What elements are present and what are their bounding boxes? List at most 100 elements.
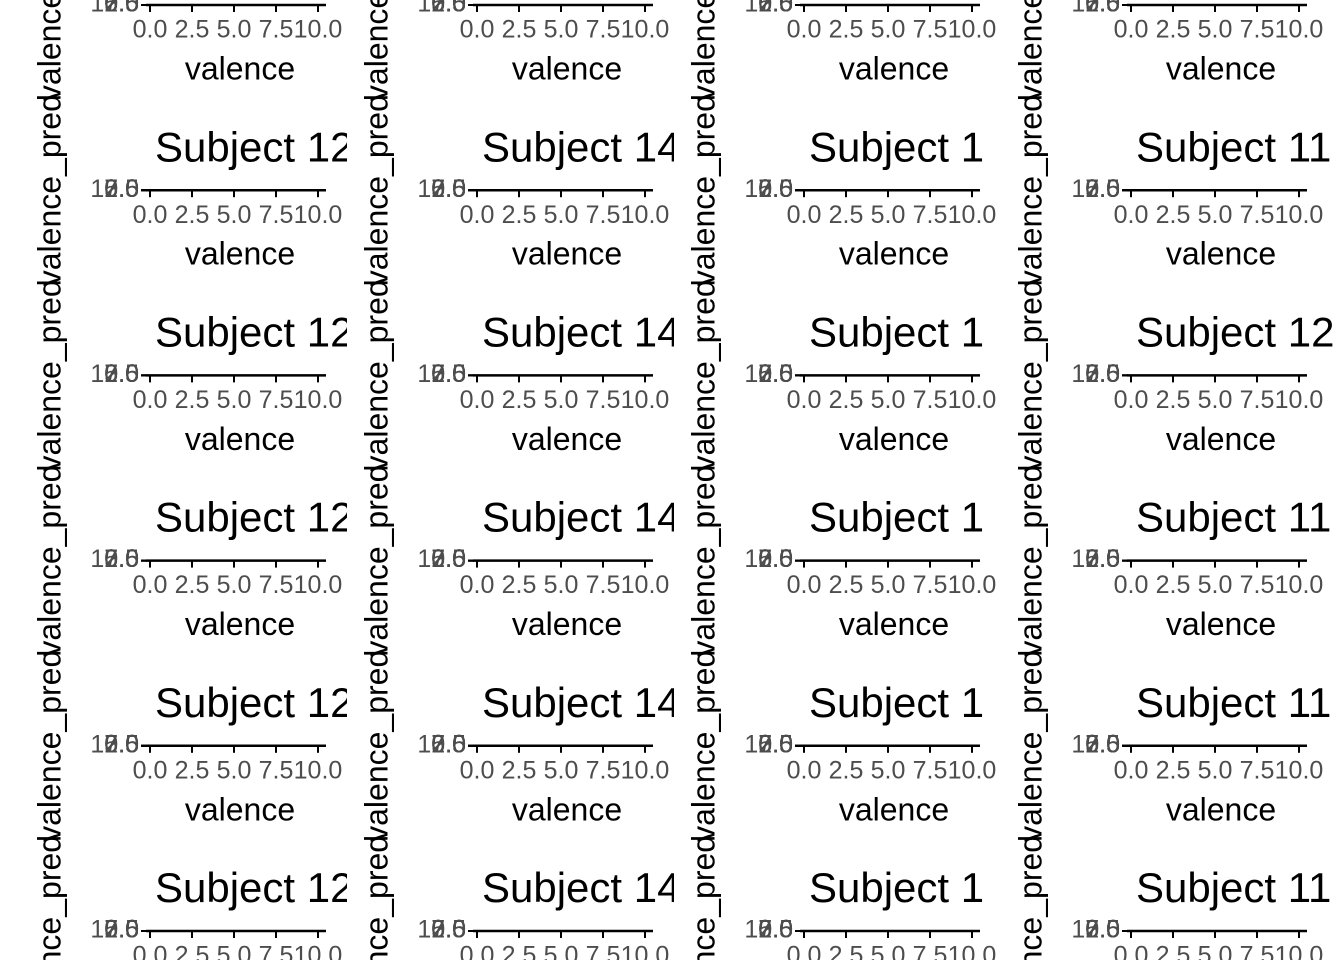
x-tick-label: 7.5 [1240,571,1275,599]
x-tick-label: 2.5 [502,942,537,960]
x-tick-label: 2.5 [829,201,864,229]
x-tick-label: 7.5 [586,201,621,229]
y-tick-label: 5.0 [104,730,139,758]
y-tick-label: 7.5 [1085,545,1120,573]
y-tick-label: 7.5 [1085,360,1120,388]
y-axis-label: valence_pred [31,94,67,286]
x-tick-label: 7.5 [913,942,948,960]
x-tick-label: 5.0 [1198,201,1233,229]
y-tick-label: 5.0 [1085,545,1120,573]
y-axis-label: valence_pred [358,0,394,101]
x-axis-label: valence [1166,236,1276,272]
y-tick-label: 7.5 [104,916,139,944]
y-tick-label: 2.5 [104,916,139,944]
x-tick-label: 0.0 [460,942,495,960]
y-tick-label: 7.5 [431,730,466,758]
y-tick-label: 5.0 [431,730,466,758]
panel-title: Subject 12 [1136,308,1334,355]
y-tick-label: 0.0 [104,916,139,944]
y-tick-label: 0.0 [431,730,466,758]
y-tick-label: 5.0 [1085,730,1120,758]
x-tick-label: 0.0 [787,942,822,960]
x-tick-label: 10.0 [948,386,997,414]
panel-title: Subject 12 [155,864,353,911]
y-axis-label: valence_pred [31,279,67,471]
panel-title: Subject 12 [155,123,353,170]
panel: valence_pred 0.02.55.07.510.00.0 2.5 5.0 7.5… [685,0,996,101]
panel: valence_pred 0.02.55.07.510.00.0 2.5 5.0 7.5… [1012,465,1331,657]
y-tick-label: 5.0 [104,360,139,388]
x-axis-label: valence [185,791,295,827]
panel: valence_pred 0.02.55.07.510.00.0 2.5 5.0 7.5… [685,465,996,657]
panel-title: Subject 1 [809,308,984,355]
y-tick-label: 10.0 [90,360,139,388]
y-tick-label: 7.5 [431,545,466,573]
x-tick-label: 10.0 [294,201,343,229]
x-axis-label: valence [1166,791,1276,827]
x-tick-label: 2.5 [1156,201,1191,229]
y-tick-label: 5.0 [431,360,466,388]
x-tick-label: 0.0 [1114,201,1149,229]
y-axis-label: valence_pred [358,279,394,471]
x-tick-label: 0.0 [460,756,495,784]
x-tick-label: 7.5 [259,16,294,44]
y-axis-label: valence_pred [685,650,721,842]
y-tick-label: 10.0 [1071,730,1120,758]
panel: valence_pred 0.02.55.07.510.00.0 2.5 5.0 7.5… [685,279,996,471]
panel-title: Subject 1 [809,864,984,911]
y-axis-label: valence_pred [358,835,394,960]
panel: valence_pred 0.02.55.07.510.00.0 2.5 5.0 7.5… [31,835,353,960]
x-tick-label: 5.0 [544,756,579,784]
x-axis-label: valence [839,606,949,642]
y-tick-label: 7.5 [758,0,793,18]
y-tick-label: 0.0 [758,0,793,18]
x-axis-label: valence [512,791,622,827]
x-tick-label: 0.0 [133,942,168,960]
y-tick-label: 2.5 [1085,545,1120,573]
y-tick-label: 0.0 [104,545,139,573]
x-tick-label: 2.5 [502,756,537,784]
x-tick-label: 7.5 [586,16,621,44]
x-tick-label: 2.5 [175,201,210,229]
x-tick-label: 10.0 [948,942,997,960]
y-tick-label: 2.5 [758,730,793,758]
x-tick-label: 10.0 [294,942,343,960]
y-tick-label: 7.5 [1085,730,1120,758]
y-tick-label: 10.0 [1071,916,1120,944]
panel: valence_pred 0.02.55.07.510.00.0 2.5 5.0 7.5… [31,94,353,286]
y-tick-label: 0.0 [758,175,793,203]
x-axis-label: valence [839,421,949,457]
x-tick-label: 2.5 [829,16,864,44]
x-tick-label: 0.0 [460,16,495,44]
x-tick-label: 10.0 [294,16,343,44]
x-axis-label: valence [512,606,622,642]
x-tick-label: 5.0 [217,942,252,960]
x-tick-label: 0.0 [133,16,168,44]
y-tick-label: 2.5 [758,545,793,573]
x-tick-label: 10.0 [294,386,343,414]
y-tick-label: 0.0 [431,175,466,203]
x-tick-label: 7.5 [1240,16,1275,44]
y-tick-label: 0.0 [1085,0,1120,18]
y-tick-label: 7.5 [758,916,793,944]
x-tick-label: 5.0 [871,571,906,599]
y-tick-label: 0.0 [758,916,793,944]
x-tick-label: 5.0 [1198,942,1233,960]
panel: valence_pred 0.02.55.07.510.00.0 2.5 5.0 7.5… [358,650,674,842]
panel: valence_pred 0.02.55.07.510.00.0 2.5 5.0 7.5… [358,0,669,101]
x-tick-label: 10.0 [621,386,670,414]
y-tick-label: 10.0 [417,175,466,203]
y-axis-label: valence_pred [685,0,721,101]
y-tick-label: 2.5 [758,175,793,203]
x-tick-label: 0.0 [133,386,168,414]
y-tick-label: 10.0 [417,916,466,944]
y-tick-label: 10.0 [1071,545,1120,573]
y-tick-label: 7.5 [758,730,793,758]
panel: valence_pred 0.02.55.07.510.00.0 2.5 5.0 7.5… [358,94,674,286]
x-tick-label: 5.0 [217,571,252,599]
x-axis-label: valence [512,236,622,272]
panel-title: Subject 12 [155,494,353,541]
x-tick-label: 2.5 [175,942,210,960]
y-tick-label: 5.0 [758,0,793,18]
y-axis-label: valence_pred [31,650,67,842]
